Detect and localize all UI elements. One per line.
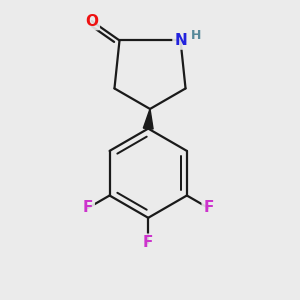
Text: N: N	[174, 33, 187, 48]
Polygon shape	[143, 109, 153, 129]
Text: H: H	[190, 28, 201, 42]
Text: F: F	[203, 200, 214, 215]
Text: O: O	[85, 14, 98, 28]
Text: F: F	[143, 235, 153, 250]
Text: F: F	[83, 200, 93, 215]
